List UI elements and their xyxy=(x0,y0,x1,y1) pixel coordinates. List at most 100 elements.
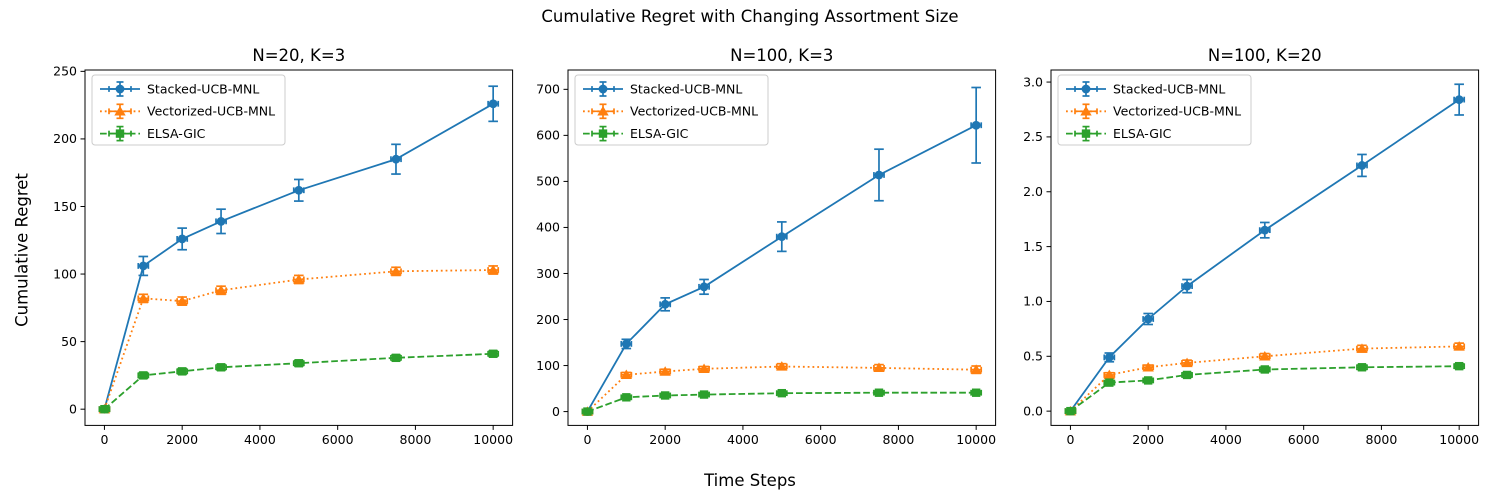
marker-circle xyxy=(874,170,884,180)
subplot-title: N=20, K=3 xyxy=(252,46,345,65)
marker-square xyxy=(1081,129,1091,138)
y-tick-label: 0.5 xyxy=(1023,349,1043,364)
y-tick-label: 100 xyxy=(53,266,77,281)
marker-triangle xyxy=(487,264,499,275)
marker-circle xyxy=(294,185,304,195)
x-tick-label: 2000 xyxy=(166,432,198,447)
marker-triangle xyxy=(1259,350,1271,361)
legend-label: Vectorized-UCB-MNL xyxy=(630,104,758,119)
legend-entry-vectorized-ucb-mnl: Vectorized-UCB-MNL xyxy=(1066,103,1241,120)
legend: Stacked-UCB-MNL Vectorized-UCB-MNL ELSA-GI… xyxy=(574,74,769,146)
x-tick-label: 8000 xyxy=(1366,432,1398,447)
legend-entry-vectorized-ucb-mnl: Vectorized-UCB-MNL xyxy=(100,103,275,120)
x-tick-label: 6000 xyxy=(805,432,837,447)
marker-triangle xyxy=(873,362,885,373)
marker-triangle xyxy=(176,295,188,306)
plot-frame xyxy=(1050,69,1480,426)
y-tick-label: 1.0 xyxy=(1023,294,1043,309)
marker-circle xyxy=(1104,352,1114,362)
marker-square xyxy=(777,388,786,398)
marker-square xyxy=(1143,376,1153,385)
y-tick-label: 400 xyxy=(536,220,560,235)
subplot-0: N=20, K=3 0 2000 4000 6000 8000 10000 0 50 100 150… xyxy=(53,46,514,447)
legend-label: Stacked-UCB-MNL xyxy=(147,81,259,96)
marker-triangle xyxy=(1080,106,1092,116)
legend-label: ELSA-GIC xyxy=(1113,126,1172,141)
marker-circle xyxy=(1143,314,1153,324)
marker-triangle xyxy=(776,361,788,371)
marker-circle xyxy=(115,84,125,94)
subplot-title: N=100, K=3 xyxy=(730,46,833,65)
x-tick-label: 4000 xyxy=(727,432,759,447)
series-elsa-gic xyxy=(581,388,983,416)
marker-circle xyxy=(216,216,226,226)
marker-triangle xyxy=(970,364,982,374)
marker-square xyxy=(699,390,709,399)
legend: Stacked-UCB-MNL Vectorized-UCB-MNL ELSA-GI… xyxy=(1057,74,1252,146)
marker-square xyxy=(115,129,125,138)
marker-square xyxy=(1105,378,1114,387)
legend-label: Stacked-UCB-MNL xyxy=(1113,81,1225,96)
series-vectorized-ucb-mnl xyxy=(1064,341,1466,416)
marker-circle xyxy=(1454,95,1464,105)
legend-entry-elsa-gic: ELSA-GIC xyxy=(100,125,206,142)
series-elsa-gic xyxy=(1064,361,1466,416)
y-tick-label: 3.0 xyxy=(1023,74,1043,89)
marker-square xyxy=(971,388,981,397)
legend-label: Vectorized-UCB-MNL xyxy=(1113,104,1241,119)
legend-label: ELSA-GIC xyxy=(630,126,689,141)
x-tick-label: 2000 xyxy=(1132,432,1164,447)
y-tick-label: 250 xyxy=(53,64,77,79)
y-tick-label: 0.0 xyxy=(1023,403,1043,418)
marker-triangle xyxy=(1181,357,1193,368)
legend-entry-stacked-ucb-mnl: Stacked-UCB-MNL xyxy=(583,81,742,97)
series-line xyxy=(1069,98,1460,412)
marker-triangle xyxy=(597,106,609,116)
x-tick-label: 10000 xyxy=(1439,432,1479,447)
x-tick-label: 8000 xyxy=(400,432,432,447)
plot-frame xyxy=(84,69,514,426)
x-tick-label: 10000 xyxy=(956,432,996,447)
y-tick-label: 600 xyxy=(536,128,560,143)
marker-triangle xyxy=(1356,343,1368,353)
x-tick-label: 10000 xyxy=(473,432,513,447)
marker-square xyxy=(391,353,401,363)
marker-circle xyxy=(1357,161,1367,170)
marker-square xyxy=(1066,406,1075,416)
marker-triangle xyxy=(698,363,710,373)
legend-label: Stacked-UCB-MNL xyxy=(630,81,742,96)
x-tick-label: 0 xyxy=(100,432,108,447)
x-tick-label: 4000 xyxy=(244,432,276,447)
marker-triangle xyxy=(1142,361,1154,372)
marker-square xyxy=(139,371,148,380)
marker-circle xyxy=(1260,225,1270,235)
legend-box xyxy=(574,74,769,146)
y-tick-label: 2.5 xyxy=(1023,129,1043,144)
marker-square xyxy=(598,129,608,138)
subplot-2: N=100, K=20 0 2000 4000 6000 8000 10000 0.0 0.5 1… xyxy=(1023,46,1480,447)
marker-square xyxy=(1182,370,1192,380)
y-tick-label: 200 xyxy=(53,131,77,146)
legend-label: ELSA-GIC xyxy=(147,126,206,141)
x-tick-label: 6000 xyxy=(1288,432,1320,447)
marker-circle xyxy=(138,261,148,271)
legend-entry-elsa-gic: ELSA-GIC xyxy=(583,125,689,142)
marker-square xyxy=(660,391,670,400)
subplot-title: N=100, K=20 xyxy=(1208,46,1322,65)
marker-circle xyxy=(391,154,401,164)
marker-triangle xyxy=(215,284,227,295)
y-tick-label: 200 xyxy=(536,312,560,327)
legend-entry-stacked-ucb-mnl: Stacked-UCB-MNL xyxy=(1066,81,1225,97)
x-tick-label: 0 xyxy=(1066,432,1074,447)
x-tick-label: 4000 xyxy=(1210,432,1242,447)
x-axis-label: Time Steps xyxy=(704,471,796,490)
legend-label: Vectorized-UCB-MNL xyxy=(147,104,275,119)
y-tick-label: 150 xyxy=(53,199,77,214)
y-tick-label: 2.0 xyxy=(1023,184,1043,199)
marker-square xyxy=(100,404,109,414)
x-tick-label: 0 xyxy=(583,432,591,447)
marker-circle xyxy=(598,84,608,94)
series-elsa-gic xyxy=(98,349,500,414)
series-vectorized-ucb-mnl xyxy=(581,361,983,416)
